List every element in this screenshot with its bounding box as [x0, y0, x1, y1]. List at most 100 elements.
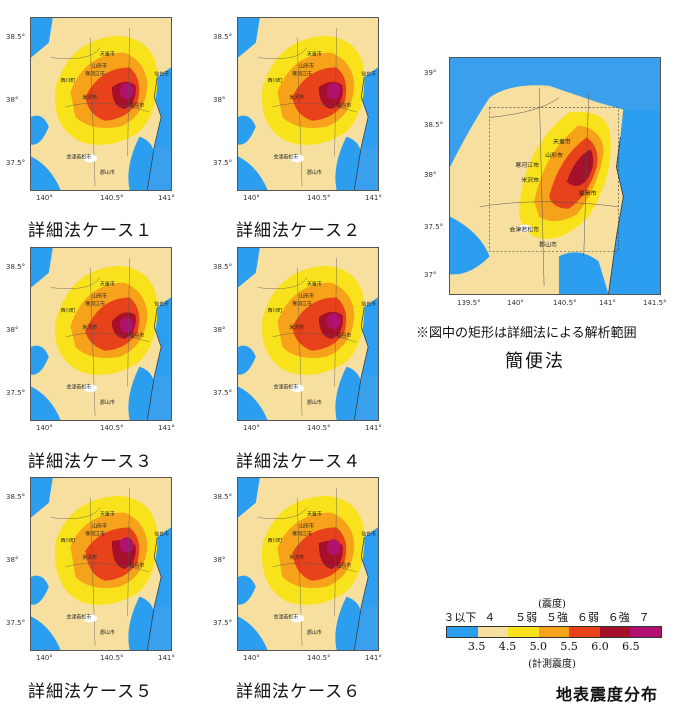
lat-tick-label: 38° [6, 96, 19, 104]
legend-threshold-label: 5.0 [529, 640, 548, 653]
city-label: 米沢市 [521, 176, 539, 184]
lon-tick-label: 140.5° [307, 424, 331, 432]
city-label: 西川町 [268, 538, 283, 544]
city-label: 福島市 [130, 332, 145, 339]
lon-tick-label: 140° [36, 654, 53, 662]
legend-swatch [447, 627, 478, 637]
city-label: 天童市 [100, 51, 115, 58]
city-label: 山形市 [92, 62, 107, 69]
case-caption: 詳細法ケース３ [28, 452, 154, 472]
lon-tick-label: 140.5° [100, 194, 124, 202]
lat-tick-label: 37.5° [6, 389, 26, 397]
city-label: 寒河江市 [85, 300, 105, 307]
lat-tick-label: 38° [213, 556, 226, 564]
lon-tick-label: 141° [365, 194, 382, 202]
city-label: 西川町 [268, 78, 283, 84]
legend-threshold-label: 4.5 [498, 640, 517, 653]
case-caption: 詳細法ケース５ [28, 682, 154, 702]
legend-title: (震度) [538, 599, 566, 610]
city-label: 米沢市 [82, 554, 97, 561]
lat-tick-label: 38.5° [213, 493, 233, 501]
city-label: 福島市 [130, 562, 145, 569]
lon-tick-label: 140.5° [553, 299, 577, 307]
city-label: 福島市 [130, 102, 145, 109]
city-label: 郡山市 [100, 629, 115, 636]
lon-tick-label: 140.5° [100, 654, 124, 662]
city-label: 郡山市 [307, 399, 322, 406]
lon-tick-label: 141.5° [643, 299, 667, 307]
city-label: 山形市 [92, 292, 107, 299]
legend-class-label: ５強 [546, 611, 568, 624]
lat-tick-label: 38° [213, 326, 226, 334]
case-map: 天童市 山形市 西川町 寒河江市 米沢市 福島市 仙台市 会津若松市 郡山市 [237, 477, 379, 651]
legend-threshold-label: 5.5 [560, 640, 578, 653]
city-label: 会津若松市 [273, 153, 298, 160]
city-label: 寒河江市 [292, 300, 312, 307]
lat-tick-label: 37.5° [424, 223, 444, 231]
city-label: 天童市 [307, 281, 322, 288]
city-label: 寒河江市 [292, 70, 312, 77]
city-label: 米沢市 [82, 94, 97, 101]
city-label: 西川町 [61, 538, 76, 544]
city-label: 会津若松市 [66, 613, 91, 620]
lon-tick-label: 141° [365, 654, 382, 662]
case-caption: 詳細法ケース１ [28, 221, 154, 241]
legend-class-label: ６強 [607, 611, 630, 624]
city-label: 仙台市 [361, 300, 376, 307]
city-label: 郡山市 [100, 169, 115, 176]
lat-tick-label: 37.5° [213, 159, 233, 167]
city-label: 郡山市 [539, 240, 557, 248]
lat-tick-label: 37.5° [6, 619, 26, 627]
lat-tick-label: 37.5° [213, 389, 233, 397]
city-label: 米沢市 [82, 324, 97, 331]
legend-class-label: ６弱 [576, 611, 599, 624]
case-map: 天童市 山形市 西川町 寒河江市 米沢市 福島市 仙台市 会津若松市 郡山市 [30, 477, 172, 651]
lat-tick-label: 37.5° [213, 619, 233, 627]
city-label: 西川町 [61, 308, 76, 314]
lon-tick-label: 141° [158, 424, 175, 432]
legend-swatch [569, 627, 600, 637]
lon-tick-label: 140° [243, 194, 260, 202]
figure-title: 地表震度分布 [556, 685, 659, 704]
legend-class-label: ３以下 [443, 611, 477, 624]
lon-tick-label: 139.5° [457, 299, 481, 307]
lon-tick-label: 140° [243, 654, 260, 662]
legend-swatch [508, 627, 539, 637]
city-label: 天童市 [307, 511, 322, 518]
city-label: 福島市 [337, 102, 352, 109]
lat-tick-label: 38.5° [6, 263, 26, 271]
legend-swatch [538, 627, 570, 637]
city-label: 会津若松市 [509, 226, 539, 234]
legend-class-label: ７ [638, 611, 650, 624]
city-label: 寒河江市 [85, 70, 105, 77]
city-label: 郡山市 [100, 399, 115, 406]
lat-tick-label: 38° [424, 171, 437, 179]
city-label: 仙台市 [361, 530, 376, 537]
lat-tick-label: 38° [213, 96, 226, 104]
legend-class-label: ５弱 [515, 611, 538, 624]
lon-tick-label: 141° [158, 654, 175, 662]
legend-class-label: ４ [484, 611, 496, 624]
city-label: 山形市 [299, 292, 314, 299]
lon-tick-label: 141° [599, 299, 616, 307]
legend-colorbar [446, 626, 662, 638]
analysis-range-note: ※図中の矩形は詳細法による解析範囲 [416, 326, 637, 341]
city-label: 天童市 [100, 281, 115, 288]
city-label: 会津若松市 [273, 613, 298, 620]
lon-tick-label: 141° [365, 424, 382, 432]
city-label: 米沢市 [289, 324, 304, 331]
city-label: 仙台市 [154, 70, 169, 77]
city-label: 郡山市 [307, 629, 322, 636]
city-label: 福島市 [579, 189, 597, 197]
lon-tick-label: 140° [243, 424, 260, 432]
city-label: 会津若松市 [66, 153, 91, 160]
lat-tick-label: 38.5° [424, 121, 444, 129]
lon-tick-label: 140° [36, 194, 53, 202]
